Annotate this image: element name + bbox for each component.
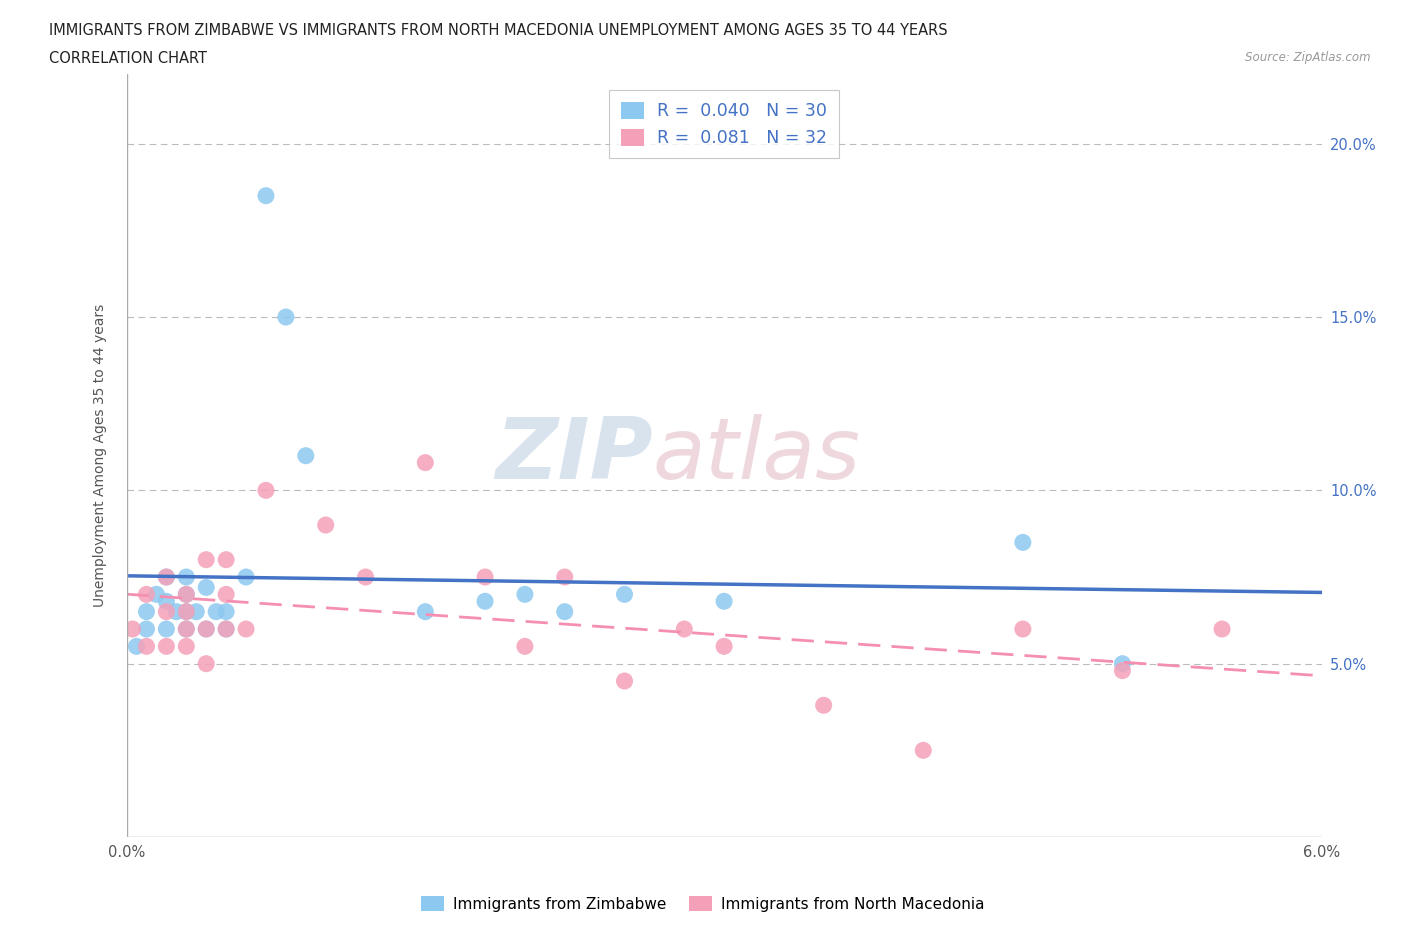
Text: atlas: atlas — [652, 414, 860, 498]
Point — [215, 621, 238, 636]
Point — [155, 604, 177, 619]
Point — [195, 552, 218, 567]
Point — [813, 698, 835, 712]
Point — [205, 604, 228, 619]
Point — [135, 604, 157, 619]
Point — [254, 188, 277, 203]
Point — [155, 594, 177, 609]
Point — [215, 552, 238, 567]
Point — [513, 639, 536, 654]
Point — [1111, 663, 1133, 678]
Point — [1211, 621, 1233, 636]
Point — [554, 569, 576, 584]
Point — [215, 587, 238, 602]
Point — [474, 594, 496, 609]
Point — [474, 569, 496, 584]
Point — [215, 621, 238, 636]
Point — [174, 621, 197, 636]
Point — [613, 673, 636, 688]
Point — [155, 569, 177, 584]
Point — [413, 455, 436, 470]
Point — [673, 621, 696, 636]
Point — [315, 518, 337, 533]
Point — [174, 621, 197, 636]
Legend: R =  0.040   N = 30, R =  0.081   N = 32: R = 0.040 N = 30, R = 0.081 N = 32 — [609, 90, 839, 158]
Point — [174, 604, 197, 619]
Point — [713, 594, 735, 609]
Point — [174, 604, 197, 619]
Point — [174, 587, 197, 602]
Point — [155, 569, 177, 584]
Point — [186, 604, 208, 619]
Legend: Immigrants from Zimbabwe, Immigrants from North Macedonia: Immigrants from Zimbabwe, Immigrants fro… — [415, 889, 991, 918]
Point — [912, 743, 935, 758]
Point — [135, 587, 157, 602]
Point — [135, 621, 157, 636]
Point — [174, 639, 197, 654]
Y-axis label: Unemployment Among Ages 35 to 44 years: Unemployment Among Ages 35 to 44 years — [93, 304, 107, 607]
Text: ZIP: ZIP — [495, 414, 652, 498]
Point — [195, 657, 218, 671]
Point — [1111, 657, 1133, 671]
Point — [121, 621, 143, 636]
Point — [174, 569, 197, 584]
Point — [554, 604, 576, 619]
Point — [155, 639, 177, 654]
Point — [713, 639, 735, 654]
Point — [195, 621, 218, 636]
Point — [215, 604, 238, 619]
Point — [254, 483, 277, 498]
Point — [174, 587, 197, 602]
Point — [235, 621, 257, 636]
Point — [195, 580, 218, 595]
Point — [155, 621, 177, 636]
Point — [145, 587, 167, 602]
Point — [274, 310, 297, 325]
Text: Source: ZipAtlas.com: Source: ZipAtlas.com — [1246, 51, 1371, 64]
Point — [135, 639, 157, 654]
Point — [235, 569, 257, 584]
Point — [195, 621, 218, 636]
Point — [125, 639, 148, 654]
Point — [1011, 621, 1033, 636]
Point — [613, 587, 636, 602]
Point — [294, 448, 316, 463]
Text: IMMIGRANTS FROM ZIMBABWE VS IMMIGRANTS FROM NORTH MACEDONIA UNEMPLOYMENT AMONG A: IMMIGRANTS FROM ZIMBABWE VS IMMIGRANTS F… — [49, 23, 948, 38]
Point — [413, 604, 436, 619]
Point — [165, 604, 187, 619]
Point — [1011, 535, 1033, 550]
Text: CORRELATION CHART: CORRELATION CHART — [49, 51, 207, 66]
Point — [513, 587, 536, 602]
Point — [354, 569, 377, 584]
